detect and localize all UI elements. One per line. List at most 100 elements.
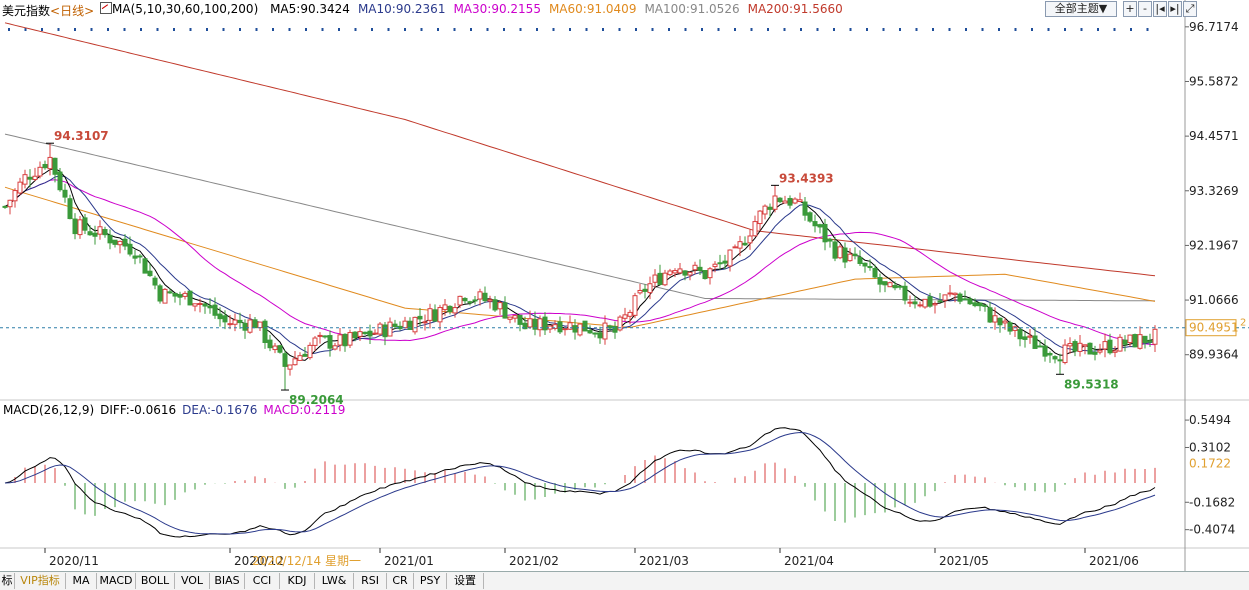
candle-body	[637, 289, 643, 294]
tab-11[interactable]: CR	[387, 573, 414, 589]
candle-body	[952, 292, 958, 296]
candle-body	[662, 272, 668, 286]
candle-body	[927, 296, 933, 307]
candle-body	[937, 300, 943, 303]
expand-icon[interactable]: ⤢	[1183, 1, 1197, 17]
candle-body	[462, 297, 468, 302]
event-marker	[437, 28, 439, 31]
candle-body	[827, 238, 833, 242]
candle-body	[187, 290, 193, 306]
period-label[interactable]: <日线>	[50, 4, 95, 18]
candle-body	[317, 334, 323, 337]
candle-body	[657, 272, 663, 285]
event-marker	[767, 28, 769, 31]
tab-9[interactable]: LW&	[315, 573, 354, 589]
event-marker	[981, 28, 984, 31]
macd-header: MACD(26,12,9) DIFF:-0.0616 DEA:-0.1676 MACD…	[3, 403, 345, 417]
candle-body	[22, 174, 28, 185]
ma-legend[interactable]: MA(5,10,30,60,100,200) MA5:90.3424 MA10:9…	[100, 2, 843, 16]
candle-body	[427, 308, 433, 321]
ma-value-5: MA200:91.5660	[747, 2, 843, 16]
event-marker	[635, 28, 637, 31]
move-right-icon[interactable]: ▸|	[1168, 1, 1182, 17]
candle-body	[792, 198, 798, 204]
candle-body	[537, 318, 543, 331]
candle-body	[682, 270, 688, 276]
candle-body	[712, 263, 718, 268]
price-tick-label: 96.7174	[1189, 20, 1239, 34]
candle-body	[592, 332, 598, 335]
candle-body	[852, 253, 858, 257]
candle-body	[1112, 350, 1118, 353]
candle-body	[1097, 349, 1103, 353]
candle-body	[487, 299, 493, 302]
tab-0[interactable]: 标	[0, 573, 15, 589]
candle-body	[642, 288, 648, 292]
candle-body	[587, 330, 593, 334]
candle-body	[207, 305, 213, 309]
event-marker	[1064, 28, 1066, 31]
event-marker	[602, 28, 604, 31]
candle-body	[942, 294, 948, 301]
candle-body	[27, 176, 33, 180]
symbol-title: 美元指数<日线>	[2, 4, 95, 18]
tab-4[interactable]: BOLL	[136, 573, 175, 589]
candle-body	[997, 317, 1003, 326]
candle-body	[862, 262, 868, 267]
candle-body	[1077, 342, 1083, 352]
tab-2[interactable]: MA	[66, 573, 97, 589]
candle-body	[467, 301, 473, 304]
candle-body	[412, 316, 418, 333]
event-marker	[140, 28, 142, 31]
zoom-in-icon[interactable]: +	[1123, 1, 1137, 17]
candle-body	[167, 291, 173, 294]
candle-body	[62, 189, 68, 198]
date-label: 2021/04	[784, 554, 834, 568]
candle-body	[787, 197, 793, 206]
tab-3[interactable]: MACD	[97, 573, 136, 589]
candle-body	[452, 307, 458, 314]
ma-value-1: MA10:90.2361	[357, 2, 446, 16]
theme-dropdown[interactable]: 全部主题▼	[1045, 1, 1117, 17]
ma60-line	[4, 186, 1156, 329]
macd-tick-label: 0.3102	[1189, 440, 1231, 454]
candle-body	[607, 325, 613, 329]
candle-body	[602, 322, 608, 340]
tab-13[interactable]: 设置	[447, 573, 484, 589]
candle-body	[897, 285, 903, 288]
candles	[2, 143, 1158, 391]
candle-body	[1047, 352, 1053, 356]
candle-body	[512, 315, 518, 319]
event-marker	[90, 28, 93, 31]
move-left-icon[interactable]: |◂	[1153, 1, 1167, 17]
event-marker	[618, 28, 621, 31]
candle-body	[7, 199, 13, 208]
candle-body	[567, 322, 573, 330]
event-marker	[882, 28, 885, 31]
candle-body	[102, 229, 108, 236]
macd-tick-label: 0.5494	[1189, 413, 1231, 427]
ma-settings-icon[interactable]	[100, 2, 112, 14]
candle-body	[247, 319, 253, 333]
event-marker	[288, 28, 291, 31]
candle-body	[872, 268, 878, 278]
candle-body	[477, 291, 483, 300]
candle-body	[542, 316, 548, 331]
tab-1[interactable]: VIP指标	[15, 573, 66, 589]
candle-body	[782, 200, 788, 204]
candle-body	[877, 277, 883, 285]
tab-5[interactable]: VOL	[175, 573, 210, 589]
date-label: 2021/02	[509, 554, 559, 568]
candle-body	[987, 307, 993, 323]
event-marker	[998, 28, 1000, 31]
tab-8[interactable]: KDJ	[280, 573, 315, 589]
zoom-out-icon[interactable]: -	[1138, 1, 1152, 17]
tab-6[interactable]: BIAS	[210, 573, 245, 589]
tab-7[interactable]: CCI	[245, 573, 280, 589]
tab-10[interactable]: RSI	[354, 573, 387, 589]
tab-12[interactable]: PSY	[414, 573, 447, 589]
candle-body	[347, 332, 353, 346]
candle-body	[972, 302, 978, 307]
candle-body	[562, 328, 568, 331]
